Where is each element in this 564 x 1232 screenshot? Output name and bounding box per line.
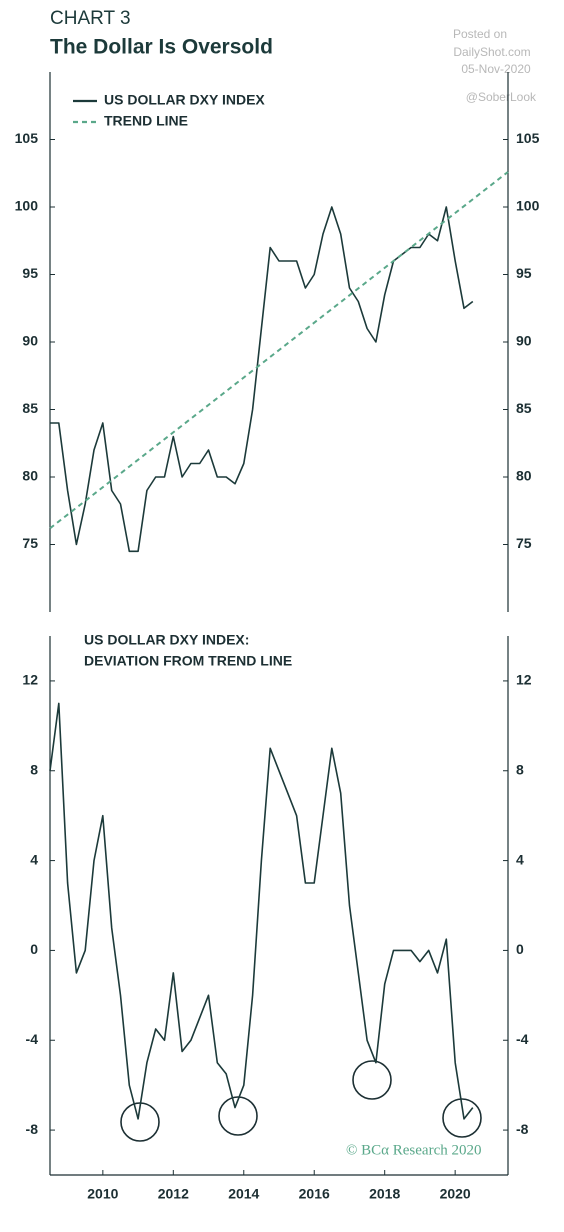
x-tick-label: 2016 <box>299 1186 330 1202</box>
watermark: 05-Nov-2020 <box>461 62 531 76</box>
x-tick-label: 2010 <box>87 1186 118 1202</box>
data-line <box>49 171 509 530</box>
y-tick-label: 12 <box>22 672 38 688</box>
y2-tick-label: 75 <box>516 535 532 551</box>
chart-title: The Dollar Is Oversold <box>50 36 273 59</box>
watermark: DailyShot.com <box>453 45 530 59</box>
data-line <box>49 702 474 1120</box>
x-tick-label: 2014 <box>228 1186 259 1202</box>
y2-tick-label: 90 <box>516 333 532 349</box>
y2-tick-label: 12 <box>516 672 532 688</box>
y-tick-label: -4 <box>26 1031 39 1047</box>
y2-tick-label: 0 <box>516 941 524 957</box>
watermark: @SoberLook <box>466 90 537 104</box>
y2-tick-label: 100 <box>516 198 540 214</box>
y-tick-label: 4 <box>30 851 38 867</box>
data-line <box>50 206 474 553</box>
y-tick-label: 75 <box>22 535 38 551</box>
y-tick-label: -8 <box>26 1121 39 1137</box>
x-tick-label: 2018 <box>369 1186 400 1202</box>
panel-title: US DOLLAR DXY INDEX: <box>84 632 249 648</box>
y2-tick-label: 4 <box>516 851 524 867</box>
panel-title: DEVIATION FROM TREND LINE <box>84 653 292 669</box>
y-tick-label: 100 <box>15 198 39 214</box>
legend-label: US DOLLAR DXY INDEX <box>104 92 265 108</box>
credit: © BCα Research 2020 <box>346 1142 481 1158</box>
legend-label: TREND LINE <box>104 113 188 129</box>
y2-tick-label: -8 <box>516 1121 529 1137</box>
annotation-circles <box>120 1060 482 1142</box>
y-tick-label: 90 <box>22 333 38 349</box>
y2-tick-label: -4 <box>516 1031 529 1047</box>
y-tick-label: 8 <box>30 761 38 777</box>
x-tick-label: 2012 <box>158 1186 189 1202</box>
x-tick-label: 2020 <box>440 1186 471 1202</box>
y-tick-label: 95 <box>22 265 38 281</box>
y2-tick-label: 80 <box>516 468 532 484</box>
y2-tick-label: 85 <box>516 400 532 416</box>
y-tick-label: 85 <box>22 400 38 416</box>
frame <box>49 72 509 1176</box>
y2-tick-label: 8 <box>516 761 524 777</box>
y2-tick-label: 105 <box>516 130 540 146</box>
y-tick-label: 105 <box>15 130 39 146</box>
chart-label: CHART 3 <box>50 8 131 29</box>
y2-tick-label: 95 <box>516 265 532 281</box>
y-tick-label: 0 <box>30 941 38 957</box>
watermark: Posted on <box>453 27 507 41</box>
y-tick-label: 80 <box>22 468 38 484</box>
